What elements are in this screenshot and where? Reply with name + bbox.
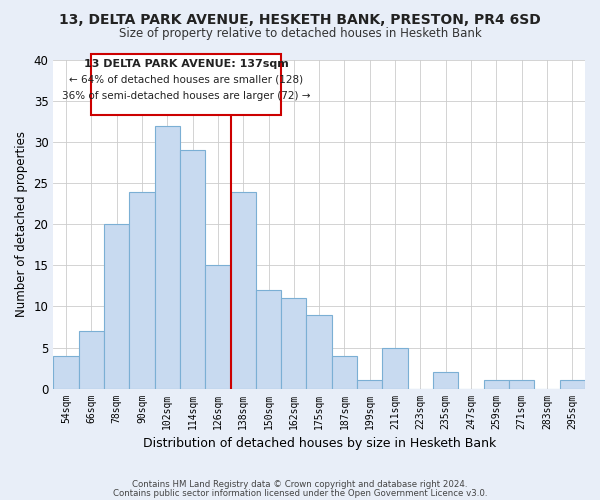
Bar xyxy=(155,126,180,388)
Bar xyxy=(79,331,104,388)
Text: Contains HM Land Registry data © Crown copyright and database right 2024.: Contains HM Land Registry data © Crown c… xyxy=(132,480,468,489)
Bar xyxy=(307,314,332,388)
Bar xyxy=(180,150,205,388)
Text: Size of property relative to detached houses in Hesketh Bank: Size of property relative to detached ho… xyxy=(119,28,481,40)
Bar xyxy=(357,380,382,388)
Text: Contains public sector information licensed under the Open Government Licence v3: Contains public sector information licen… xyxy=(113,488,487,498)
FancyBboxPatch shape xyxy=(91,54,281,115)
Text: 13, DELTA PARK AVENUE, HESKETH BANK, PRESTON, PR4 6SD: 13, DELTA PARK AVENUE, HESKETH BANK, PRE… xyxy=(59,12,541,26)
Text: ← 64% of detached houses are smaller (128): ← 64% of detached houses are smaller (12… xyxy=(69,75,303,85)
Text: 13 DELTA PARK AVENUE: 137sqm: 13 DELTA PARK AVENUE: 137sqm xyxy=(84,58,289,68)
Text: 36% of semi-detached houses are larger (72) →: 36% of semi-detached houses are larger (… xyxy=(62,92,310,102)
Bar xyxy=(104,224,129,388)
Bar xyxy=(509,380,535,388)
Bar xyxy=(332,356,357,388)
Bar xyxy=(382,348,408,389)
Bar xyxy=(281,298,307,388)
Bar xyxy=(230,192,256,388)
Bar xyxy=(484,380,509,388)
Bar xyxy=(256,290,281,388)
Y-axis label: Number of detached properties: Number of detached properties xyxy=(15,132,28,318)
Bar xyxy=(560,380,585,388)
Bar xyxy=(205,266,230,388)
Bar xyxy=(53,356,79,388)
Bar xyxy=(433,372,458,388)
Bar xyxy=(129,192,155,388)
X-axis label: Distribution of detached houses by size in Hesketh Bank: Distribution of detached houses by size … xyxy=(143,437,496,450)
